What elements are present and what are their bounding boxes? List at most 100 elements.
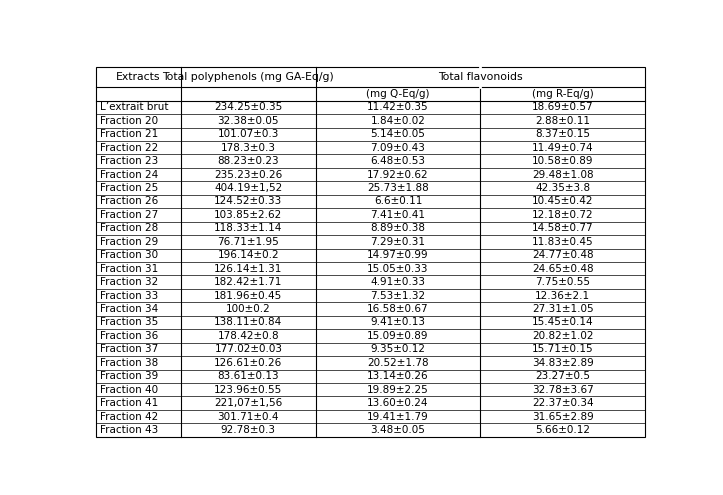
- Text: Fraction 37: Fraction 37: [100, 345, 158, 354]
- Text: 138.11±0.84: 138.11±0.84: [214, 317, 283, 328]
- Text: 7.29±0.31: 7.29±0.31: [370, 237, 426, 247]
- Text: 27.31±1.05: 27.31±1.05: [532, 304, 594, 314]
- Text: 10.58±0.89: 10.58±0.89: [532, 156, 594, 166]
- Text: 18.69±0.57: 18.69±0.57: [532, 102, 594, 112]
- Text: Fraction 29: Fraction 29: [100, 237, 158, 247]
- Text: (mg R-Eq/g): (mg R-Eq/g): [532, 89, 594, 99]
- Text: 12.18±0.72: 12.18±0.72: [532, 210, 594, 220]
- Text: Fraction 21: Fraction 21: [100, 129, 158, 139]
- Text: 7.53±1.32: 7.53±1.32: [370, 291, 426, 300]
- Text: 103.85±2.62: 103.85±2.62: [214, 210, 283, 220]
- Text: Fraction 22: Fraction 22: [100, 143, 158, 152]
- Text: 76.71±1.95: 76.71±1.95: [218, 237, 279, 247]
- Text: 42.35±3.8: 42.35±3.8: [535, 183, 590, 193]
- Text: 7.75±0.55: 7.75±0.55: [535, 277, 590, 287]
- Text: 34.83±2.89: 34.83±2.89: [532, 358, 594, 368]
- Text: Fraction 28: Fraction 28: [100, 223, 158, 233]
- Text: L’extrait brut: L’extrait brut: [100, 102, 168, 112]
- Text: Fraction 25: Fraction 25: [100, 183, 158, 193]
- Text: Fraction 42: Fraction 42: [100, 411, 158, 422]
- Text: 11.83±0.45: 11.83±0.45: [532, 237, 594, 247]
- Text: 301.71±0.4: 301.71±0.4: [218, 411, 279, 422]
- Text: 15.71±0.15: 15.71±0.15: [532, 345, 594, 354]
- Text: 15.05±0.33: 15.05±0.33: [367, 264, 429, 274]
- Text: 182.42±1.71: 182.42±1.71: [214, 277, 283, 287]
- Text: 17.92±0.62: 17.92±0.62: [367, 170, 429, 180]
- Text: 22.37±0.34: 22.37±0.34: [532, 398, 594, 408]
- Text: 29.48±1.08: 29.48±1.08: [532, 170, 594, 180]
- Text: 5.66±0.12: 5.66±0.12: [535, 425, 590, 435]
- Text: 5.14±0.05: 5.14±0.05: [371, 129, 425, 139]
- Text: Fraction 24: Fraction 24: [100, 170, 158, 180]
- Text: 10.45±0.42: 10.45±0.42: [532, 197, 594, 206]
- Text: Fraction 26: Fraction 26: [100, 197, 158, 206]
- Text: 124.52±0.33: 124.52±0.33: [214, 197, 283, 206]
- Text: 12.36±2.1: 12.36±2.1: [535, 291, 590, 300]
- Text: 8.89±0.38: 8.89±0.38: [370, 223, 426, 233]
- Text: 32.78±3.67: 32.78±3.67: [532, 385, 594, 395]
- Text: Fraction 39: Fraction 39: [100, 371, 158, 381]
- Text: 2.88±0.11: 2.88±0.11: [535, 116, 590, 126]
- Text: Total flavonoids: Total flavonoids: [438, 72, 523, 82]
- Text: 404.19±1,52: 404.19±1,52: [214, 183, 283, 193]
- Text: Extracts: Extracts: [116, 72, 161, 82]
- Text: 88.23±0.23: 88.23±0.23: [218, 156, 279, 166]
- Text: 32.38±0.05: 32.38±0.05: [218, 116, 279, 126]
- Text: 15.45±0.14: 15.45±0.14: [532, 317, 594, 328]
- Text: 123.96±0.55: 123.96±0.55: [214, 385, 283, 395]
- Text: 23.27±0.5: 23.27±0.5: [535, 371, 590, 381]
- Text: 24.65±0.48: 24.65±0.48: [532, 264, 594, 274]
- Text: 15.09±0.89: 15.09±0.89: [367, 331, 429, 341]
- Text: 11.42±0.35: 11.42±0.35: [367, 102, 429, 112]
- Text: 83.61±0.13: 83.61±0.13: [218, 371, 279, 381]
- Text: 14.58±0.77: 14.58±0.77: [532, 223, 594, 233]
- Text: Total polyphenols (mg GA-Eq/g): Total polyphenols (mg GA-Eq/g): [163, 72, 334, 82]
- Text: 13.60±0.24: 13.60±0.24: [367, 398, 429, 408]
- Text: Fraction 20: Fraction 20: [100, 116, 158, 126]
- Text: 8.37±0.15: 8.37±0.15: [535, 129, 590, 139]
- Text: 25.73±1.88: 25.73±1.88: [367, 183, 429, 193]
- Text: 31.65±2.89: 31.65±2.89: [532, 411, 594, 422]
- Text: 221,07±1,56: 221,07±1,56: [214, 398, 283, 408]
- Text: 6.48±0.53: 6.48±0.53: [370, 156, 426, 166]
- Text: 16.58±0.67: 16.58±0.67: [367, 304, 429, 314]
- Text: 234.25±0.35: 234.25±0.35: [214, 102, 283, 112]
- Text: Fraction 35: Fraction 35: [100, 317, 158, 328]
- Text: 177.02±0.03: 177.02±0.03: [214, 345, 283, 354]
- Text: 178.42±0.8: 178.42±0.8: [218, 331, 279, 341]
- Text: Fraction 27: Fraction 27: [100, 210, 158, 220]
- Text: 1.84±0.02: 1.84±0.02: [371, 116, 425, 126]
- Text: 178.3±0.3: 178.3±0.3: [221, 143, 276, 152]
- Text: Fraction 34: Fraction 34: [100, 304, 158, 314]
- Text: Fraction 30: Fraction 30: [100, 250, 158, 260]
- Text: 9.41±0.13: 9.41±0.13: [370, 317, 426, 328]
- Text: Fraction 38: Fraction 38: [100, 358, 158, 368]
- Text: 118.33±1.14: 118.33±1.14: [214, 223, 283, 233]
- Text: 101.07±0.3: 101.07±0.3: [218, 129, 279, 139]
- Text: 19.41±1.79: 19.41±1.79: [367, 411, 429, 422]
- Text: Fraction 43: Fraction 43: [100, 425, 158, 435]
- Text: Fraction 31: Fraction 31: [100, 264, 158, 274]
- Text: 11.49±0.74: 11.49±0.74: [532, 143, 594, 152]
- Text: Fraction 40: Fraction 40: [100, 385, 158, 395]
- Text: 20.52±1.78: 20.52±1.78: [367, 358, 429, 368]
- Text: 24.77±0.48: 24.77±0.48: [532, 250, 594, 260]
- Text: 13.14±0.26: 13.14±0.26: [367, 371, 429, 381]
- Text: Fraction 36: Fraction 36: [100, 331, 158, 341]
- Text: 19.89±2.25: 19.89±2.25: [367, 385, 429, 395]
- Text: Fraction 32: Fraction 32: [100, 277, 158, 287]
- Text: 126.14±1.31: 126.14±1.31: [214, 264, 283, 274]
- Text: 6.6±0.11: 6.6±0.11: [374, 197, 422, 206]
- Text: 4.91±0.33: 4.91±0.33: [370, 277, 426, 287]
- Text: 126.61±0.26: 126.61±0.26: [214, 358, 283, 368]
- Text: 14.97±0.99: 14.97±0.99: [367, 250, 429, 260]
- Text: 100±0.2: 100±0.2: [226, 304, 270, 314]
- Text: Fraction 41: Fraction 41: [100, 398, 158, 408]
- Text: 181.96±0.45: 181.96±0.45: [214, 291, 283, 300]
- Text: 7.41±0.41: 7.41±0.41: [370, 210, 426, 220]
- Text: Fraction 23: Fraction 23: [100, 156, 158, 166]
- Text: 3.48±0.05: 3.48±0.05: [371, 425, 425, 435]
- Text: 9.35±0.12: 9.35±0.12: [370, 345, 426, 354]
- Text: 7.09±0.43: 7.09±0.43: [371, 143, 425, 152]
- Text: 235.23±0.26: 235.23±0.26: [214, 170, 283, 180]
